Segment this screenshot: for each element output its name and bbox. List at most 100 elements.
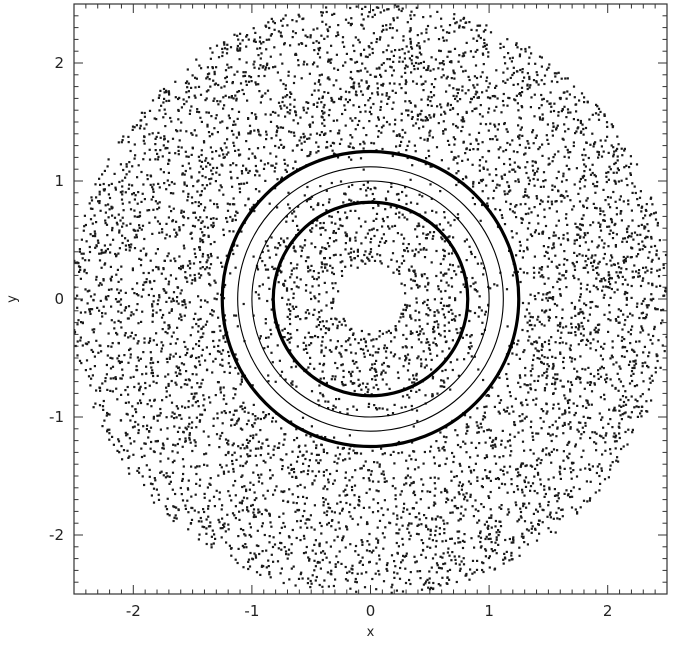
particle-point [208,282,211,286]
particle-point [272,536,275,539]
particle-point [540,408,543,411]
particle-point [378,519,382,522]
particle-point [247,441,250,444]
particle-point [104,249,107,252]
particle-point [453,475,456,478]
particle-point [101,425,104,428]
particle-point [521,413,524,416]
particle-point [491,179,494,182]
particle-point [199,413,202,416]
particle-point [127,135,130,138]
particle-point [554,381,557,384]
particle-point [524,50,527,53]
particle-point [104,295,108,298]
particle-point [494,208,497,211]
particle-point [380,83,383,87]
particle-point [90,348,93,352]
particle-point [512,490,516,494]
particle-point [397,376,400,380]
particle-point [306,351,309,354]
particle-point [240,230,243,233]
particle-point [145,428,148,431]
particle-point [541,345,544,348]
particle-point [461,178,465,181]
particle-point [349,76,352,79]
particle-point [445,31,449,34]
particle-point [234,388,237,391]
particle-point [541,343,544,346]
particle-point [209,217,213,220]
particle-point [488,173,491,176]
particle-point [442,39,445,42]
particle-point [402,315,405,318]
particle-point [608,225,611,228]
particle-point [368,479,371,482]
particle-point [184,437,187,440]
particle-point [223,104,226,107]
particle-point [478,295,481,298]
particle-point [413,468,417,471]
particle-point [379,254,382,257]
particle-point [236,325,239,328]
particle-point [333,67,336,70]
particle-point [410,59,413,62]
particle-point [546,251,549,254]
particle-point [403,555,406,558]
particle-point [323,281,326,284]
particle-point [554,75,557,78]
particle-point [424,119,427,122]
particle-point [140,447,143,450]
particle-point [156,158,160,161]
particle-point [635,255,638,258]
particle-point [268,514,271,517]
particle-point [131,405,134,408]
particle-point [228,96,231,99]
particle-point [543,215,546,219]
particle-point [593,173,596,177]
particle-point [415,301,418,304]
particle-point [164,147,167,150]
particle-point [101,312,104,315]
particle-point [300,249,303,252]
particle-point [304,260,308,263]
particle-point [289,276,292,279]
particle-point [315,224,318,227]
particle-point [585,399,588,402]
particle-point [173,425,176,428]
particle-point [480,545,483,548]
particle-point [628,166,631,169]
particle-point [350,485,354,489]
particle-point [579,223,582,226]
particle-point [202,332,205,335]
particle-point [178,369,182,372]
particle-point [592,202,595,205]
particle-point [497,148,500,151]
particle-point [338,550,341,553]
particle-point [551,188,554,191]
particle-point [76,306,79,309]
particle-point [422,483,425,486]
particle-point [258,552,261,556]
particle-point [234,353,237,356]
particle-point [252,203,255,206]
particle-point [488,566,491,569]
particle-point [91,308,94,311]
particle-point [219,391,222,394]
particle-point [154,137,157,140]
particle-point [115,221,118,224]
particle-point [460,560,463,563]
particle-point [239,455,242,458]
particle-point [166,437,169,440]
particle-point [559,325,562,328]
particle-point [570,506,574,509]
particle-point [396,134,399,137]
particle-point [281,62,284,65]
particle-point [341,260,344,263]
particle-point [434,487,437,490]
particle-point [412,124,415,127]
particle-point [530,531,533,534]
particle-point [98,190,101,193]
particle-point [590,240,594,243]
particle-point [199,240,202,243]
particle-point [442,313,445,316]
